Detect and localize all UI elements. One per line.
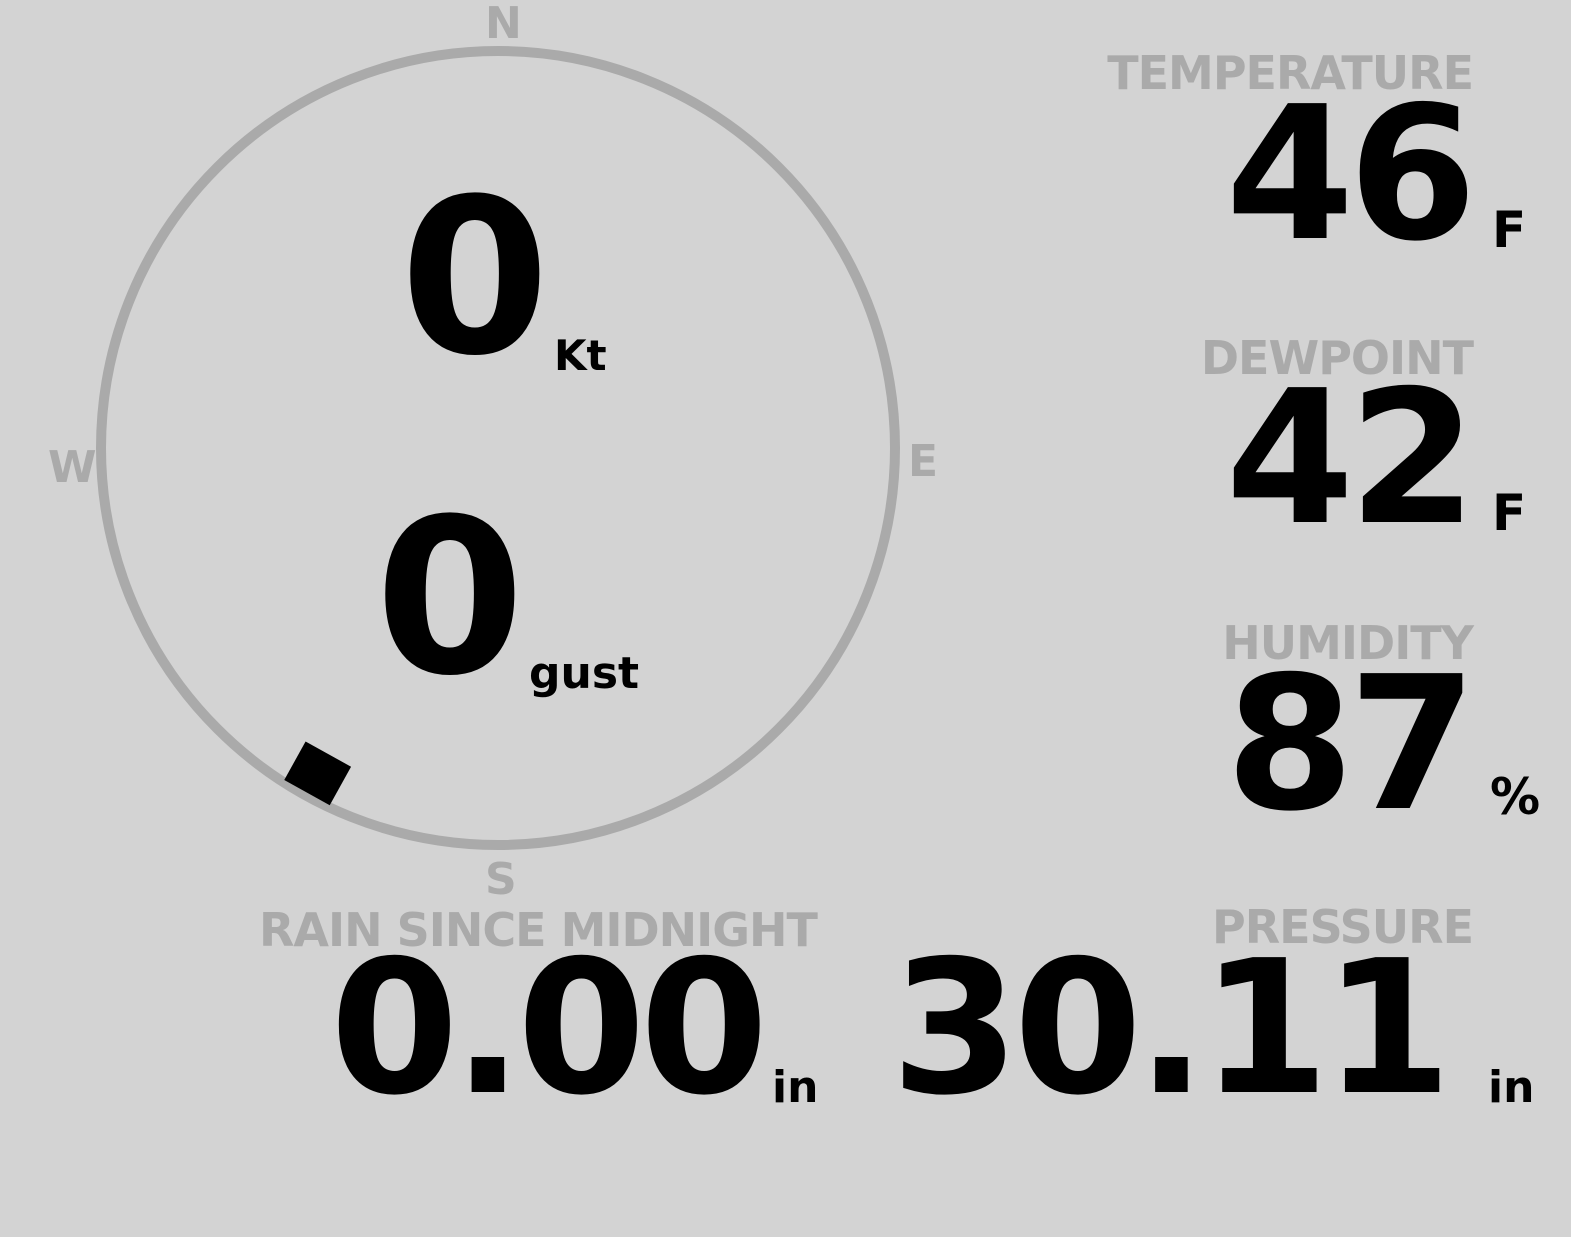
temperature-value: 46 [1225,66,1477,282]
temperature-label: TEMPERATURE [1107,46,1474,100]
temperature-unit: F [1492,201,1527,259]
dewpoint-label: DEWPOINT [1200,331,1474,385]
rain-unit: in [772,1062,819,1113]
compass-north: N [485,0,522,49]
compass-west: W [48,442,97,493]
compass-ring [96,46,900,850]
wind-direction-marker [284,741,352,806]
compass-east: E [908,436,939,487]
humidity-value: 87 [1225,636,1477,852]
rain-value: 0.00 [330,920,768,1136]
dewpoint-value: 42 [1225,350,1477,566]
wind-speed-unit: Kt [554,331,607,380]
compass-south: S [485,854,517,905]
humidity-label: HUMIDITY [1222,616,1474,670]
wind-gust-label: gust [529,648,640,699]
pressure-value: 30.11 [890,920,1452,1136]
pressure-label: PRESSURE [1212,900,1474,954]
humidity-unit: % [1490,768,1541,826]
pressure-unit: in [1488,1062,1535,1113]
wind-speed-value: 0 [400,152,550,403]
wind-gust-value: 0 [375,472,525,723]
rain-label: RAIN SINCE MIDNIGHT [259,903,818,957]
dewpoint-unit: F [1492,484,1527,542]
